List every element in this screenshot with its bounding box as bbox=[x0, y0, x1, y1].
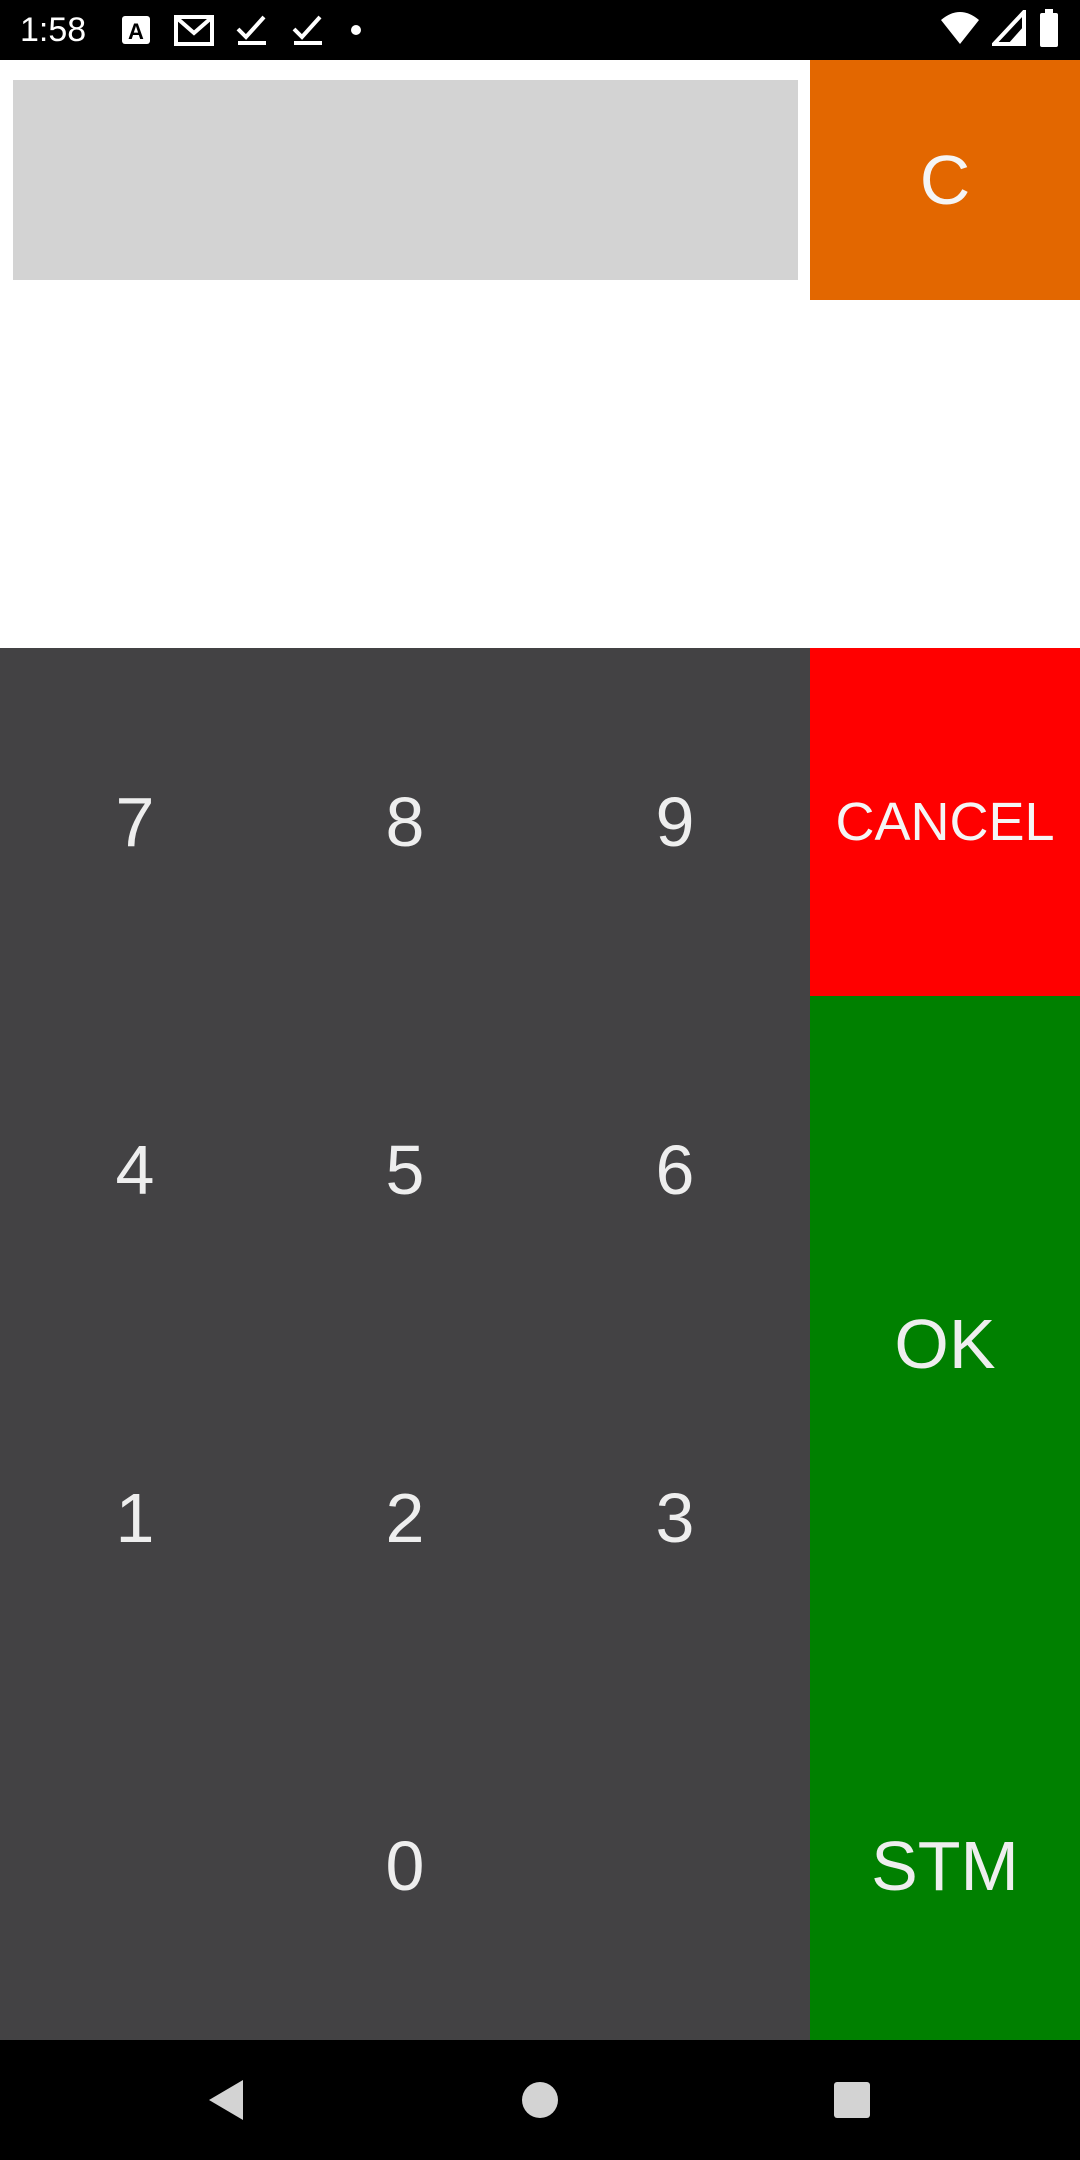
key-1[interactable]: 1 bbox=[115, 1479, 155, 1557]
recents-icon[interactable] bbox=[812, 2060, 892, 2140]
key-3[interactable]: 3 bbox=[655, 1479, 695, 1557]
key-2[interactable]: 2 bbox=[385, 1479, 425, 1557]
wifi-icon bbox=[940, 10, 980, 51]
home-icon[interactable] bbox=[500, 2060, 580, 2140]
back-icon[interactable] bbox=[185, 2060, 265, 2140]
ok-button[interactable]: OK bbox=[810, 996, 1080, 1692]
navigation-bar bbox=[0, 2040, 1080, 2160]
status-bar: 1:58 A bbox=[0, 0, 1080, 60]
key-8[interactable]: 8 bbox=[385, 783, 425, 861]
key-5[interactable]: 5 bbox=[385, 1131, 425, 1209]
key-9[interactable]: 9 bbox=[655, 783, 695, 861]
key-7[interactable]: 7 bbox=[115, 783, 155, 861]
svg-text:A: A bbox=[128, 19, 144, 44]
numeric-keypad: 7 8 9 4 5 6 1 2 3 0 bbox=[0, 648, 810, 2040]
cancel-button[interactable]: CANCEL bbox=[810, 648, 1080, 996]
key-4[interactable]: 4 bbox=[115, 1131, 155, 1209]
gmail-icon bbox=[174, 12, 214, 48]
cell-signal-icon bbox=[989, 6, 1026, 51]
clear-button[interactable]: C bbox=[810, 60, 1080, 300]
status-time: 1:58 bbox=[20, 11, 87, 49]
check-icon bbox=[290, 12, 326, 48]
stm-button[interactable]: STM bbox=[810, 1692, 1080, 2040]
battery-icon bbox=[1038, 8, 1060, 53]
amount-display-field[interactable] bbox=[13, 80, 798, 280]
dot-icon bbox=[346, 12, 366, 48]
text-format-icon: A bbox=[118, 12, 154, 48]
notification-icons: A bbox=[118, 12, 366, 48]
check-icon bbox=[234, 12, 270, 48]
key-0[interactable]: 0 bbox=[385, 1827, 425, 1905]
key-6[interactable]: 6 bbox=[655, 1131, 695, 1209]
system-icons bbox=[940, 6, 1060, 53]
